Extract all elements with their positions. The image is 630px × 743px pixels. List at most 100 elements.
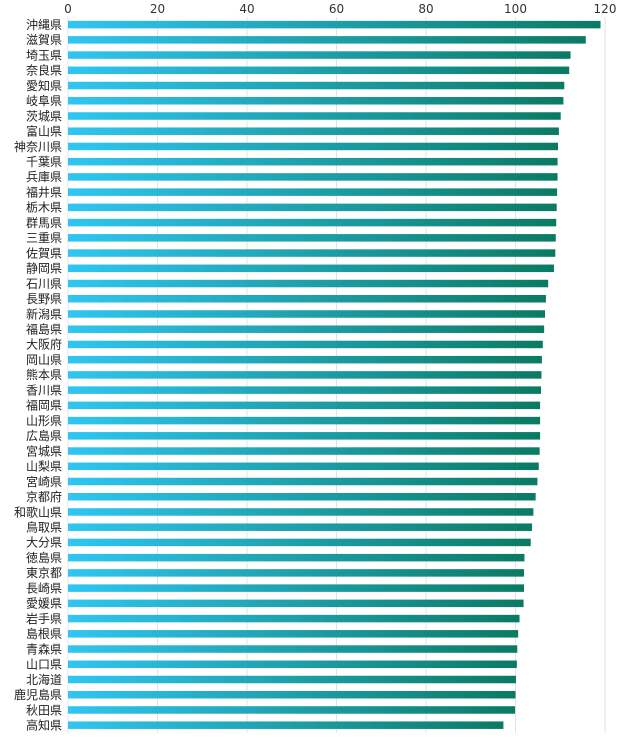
category-label: 富山県 xyxy=(26,124,62,139)
x-tick-label: 80 xyxy=(418,2,433,16)
category-label: 愛知県 xyxy=(26,79,62,93)
bar xyxy=(68,569,525,577)
category-label: 滋賀県 xyxy=(26,33,62,47)
x-tick-label: 100 xyxy=(504,2,527,16)
bar xyxy=(68,218,557,227)
category-label: 愛媛県 xyxy=(26,597,62,611)
category-label: 徳島県 xyxy=(26,550,62,565)
category-label: 岩手県 xyxy=(26,611,62,626)
category-label: 石川県 xyxy=(26,277,62,291)
x-tick-label: 120 xyxy=(594,2,617,16)
bar xyxy=(68,660,517,669)
category-label: 茨城県 xyxy=(26,109,62,123)
category-label: 青森県 xyxy=(26,641,62,656)
bar xyxy=(68,295,546,303)
category-labels: 沖縄県滋賀県埼玉県奈良県愛知県岐阜県茨城県富山県神奈川県千葉県兵庫県福井県栃木県… xyxy=(14,17,62,733)
category-label: 三重県 xyxy=(26,231,62,245)
x-tick-label: 20 xyxy=(150,2,165,16)
bar xyxy=(68,538,531,547)
category-label: 岡山県 xyxy=(26,353,62,367)
x-tick-label: 60 xyxy=(329,2,344,16)
category-label: 島根県 xyxy=(26,626,62,641)
bar xyxy=(68,523,533,531)
category-label: 埼玉県 xyxy=(26,48,62,62)
category-label: 秋田県 xyxy=(26,703,62,717)
bar xyxy=(68,447,540,455)
bar xyxy=(68,675,516,684)
category-label: 香川県 xyxy=(26,383,62,397)
bar xyxy=(68,112,561,120)
bar xyxy=(68,81,565,90)
category-label: 佐賀県 xyxy=(26,246,62,260)
category-label: 広島県 xyxy=(26,428,62,443)
bar xyxy=(68,173,558,181)
bar xyxy=(68,630,519,638)
category-label: 宮城県 xyxy=(26,443,62,458)
category-label: 奈良県 xyxy=(26,63,62,78)
bar xyxy=(68,142,559,151)
category-label: 山口県 xyxy=(26,658,62,672)
category-label: 群馬県 xyxy=(26,216,62,230)
category-label: 山梨県 xyxy=(26,460,62,474)
category-label: 鳥取県 xyxy=(26,520,62,535)
bar xyxy=(68,371,542,379)
bar xyxy=(68,188,558,196)
bar xyxy=(68,310,546,318)
bar xyxy=(68,20,601,29)
category-label: 福岡県 xyxy=(26,398,62,413)
bar xyxy=(68,157,558,166)
bar xyxy=(68,721,504,729)
category-label: 山形県 xyxy=(26,414,62,428)
category-label: 東京都 xyxy=(26,566,62,580)
x-tick-label: 0 xyxy=(64,2,72,16)
category-label: 福井県 xyxy=(26,184,62,199)
bar xyxy=(68,127,559,135)
bar xyxy=(68,477,538,486)
bar xyxy=(68,234,556,242)
category-label: 宮崎県 xyxy=(26,474,62,489)
bar xyxy=(68,36,586,44)
category-label: 長野県 xyxy=(26,292,62,306)
category-label: 福島県 xyxy=(26,322,62,337)
bar xyxy=(68,416,541,425)
bar xyxy=(68,249,556,257)
x-tick-label: 40 xyxy=(239,2,254,16)
bar xyxy=(68,584,525,592)
bar xyxy=(68,614,520,623)
category-label: 北海道 xyxy=(26,672,62,687)
category-label: 長崎県 xyxy=(26,581,62,595)
bar xyxy=(68,203,557,212)
category-label: 熊本県 xyxy=(26,367,62,382)
bar xyxy=(68,645,518,653)
bar xyxy=(68,706,516,714)
bars xyxy=(68,20,601,729)
category-label: 和歌山県 xyxy=(14,504,62,519)
category-label: 大分県 xyxy=(26,536,62,550)
bar xyxy=(68,432,541,440)
bar xyxy=(68,66,570,75)
bar xyxy=(68,553,525,562)
bar xyxy=(68,690,516,699)
bar xyxy=(68,355,542,364)
bar xyxy=(68,264,554,273)
category-label: 新潟県 xyxy=(26,306,62,321)
bar xyxy=(68,462,539,471)
bar xyxy=(68,492,536,501)
bar xyxy=(68,97,564,105)
bar xyxy=(68,51,571,59)
bar xyxy=(68,401,541,410)
category-label: 大阪府 xyxy=(26,337,62,352)
bar xyxy=(68,325,545,333)
category-label: 沖縄県 xyxy=(26,17,62,32)
bar xyxy=(68,279,549,288)
category-label: 鹿児島県 xyxy=(14,687,62,702)
category-label: 岐阜県 xyxy=(26,94,62,108)
x-axis-ticks: 0 20 40 60 80 100 120 xyxy=(64,2,616,16)
bar xyxy=(68,386,542,394)
bar xyxy=(68,508,534,516)
category-label: 千葉県 xyxy=(26,155,62,169)
category-label: 静岡県 xyxy=(26,262,62,276)
category-label: 高知県 xyxy=(26,717,62,732)
category-label: 神奈川県 xyxy=(14,140,62,154)
